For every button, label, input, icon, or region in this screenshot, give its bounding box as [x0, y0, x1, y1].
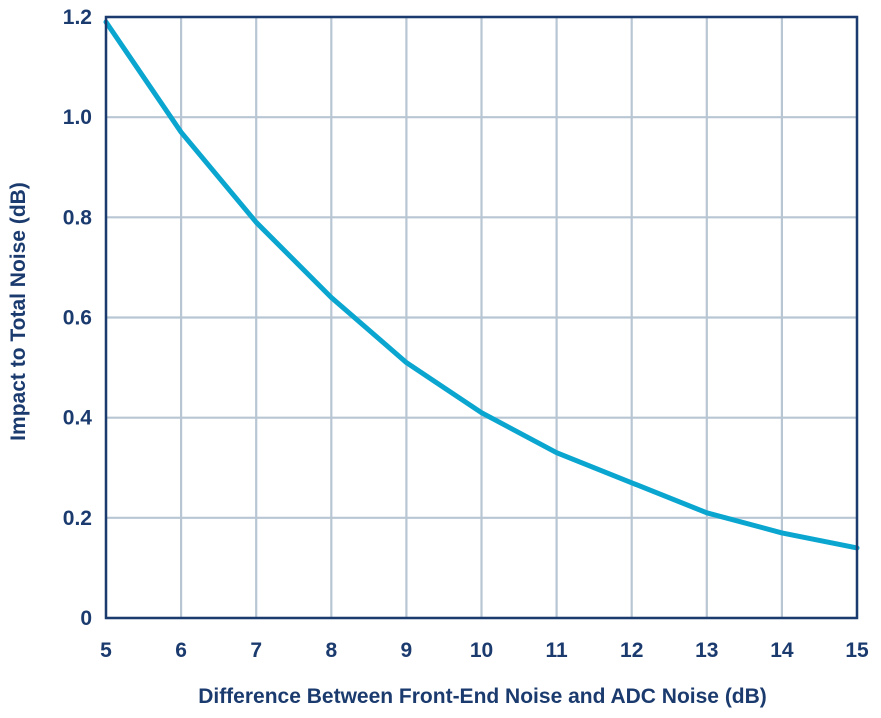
- x-tick-label: 9: [401, 639, 413, 662]
- y-tick-label: 0.8: [63, 206, 93, 229]
- x-tick-label: 13: [695, 639, 718, 662]
- x-tick-label: 7: [250, 639, 262, 662]
- x-tick-label: 12: [620, 639, 643, 662]
- x-tick-label: 15: [845, 639, 869, 662]
- y-tick-label: 1.0: [63, 106, 92, 129]
- y-tick-label: 0.2: [63, 507, 92, 530]
- x-axis-ticks: 5 6 7 8 9 10 11 12 13 14 15: [100, 639, 869, 662]
- plot-frame: [104, 15, 859, 620]
- x-axis-title: Difference Between Front-End Noise and A…: [198, 685, 767, 708]
- series-layer: [103, 19, 860, 551]
- y-tick-label: 0: [80, 607, 92, 630]
- x-tick-label: 11: [545, 639, 568, 662]
- y-tick-label: 0.6: [63, 307, 92, 330]
- series-line: [103, 19, 860, 551]
- y-tick-label: 0.4: [63, 407, 93, 430]
- y-axis-title: Impact to Total Noise (dB): [7, 182, 30, 441]
- x-tick-label: 14: [770, 639, 794, 662]
- x-tick-label: 8: [325, 639, 337, 662]
- grid: [104, 15, 859, 620]
- y-tick-label: 1.2: [63, 6, 92, 29]
- x-tick-label: 10: [470, 639, 493, 662]
- x-tick-label: 5: [100, 639, 112, 662]
- x-tick-label: 6: [175, 639, 187, 662]
- y-axis-ticks: 0 0.2 0.4 0.6 0.8 1.0 1.2: [63, 6, 93, 630]
